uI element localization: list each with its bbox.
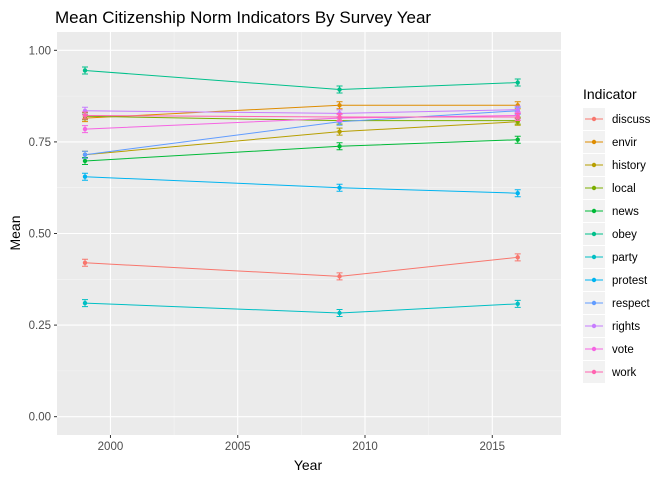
legend-item-obey: obey (583, 223, 637, 245)
x-tick-label: 2010 (352, 441, 378, 453)
legend-item-local: local (583, 177, 636, 199)
legend-label: obey (612, 229, 637, 241)
legend-key-point (591, 369, 597, 375)
legend-key-point (591, 346, 597, 352)
legend-label: protest (612, 275, 648, 287)
data-point-news (515, 137, 520, 142)
legend-label: history (612, 160, 646, 172)
data-point-respect (82, 152, 88, 157)
data-point-news (337, 144, 342, 149)
x-tick-label: 2000 (98, 441, 124, 453)
legend-item-party: party (583, 246, 638, 268)
legend-item-protest: protest (583, 269, 648, 291)
legend-item-respect: respect (583, 292, 651, 314)
legend-item-rights: rights (583, 315, 640, 337)
legend-key-point (591, 277, 597, 283)
data-point-discuss (337, 274, 342, 279)
y-tick-label: 0.25 (29, 320, 51, 332)
legend-key-point (591, 323, 597, 329)
legend-label: local (612, 183, 636, 195)
series-obey (82, 66, 521, 94)
legend-key-point (591, 300, 597, 306)
legend-item-discuss: discuss (583, 108, 651, 130)
legend-key-point (591, 116, 597, 122)
data-point-party (515, 301, 520, 307)
x-tick-label: 2005 (225, 441, 251, 453)
legend-label: envir (612, 137, 637, 149)
legend-title: Indicator (583, 86, 637, 102)
series-work (82, 111, 521, 121)
data-point-obey (337, 87, 342, 92)
y-axis: 0.00 0.25 0.50 0.75 1.00 (29, 45, 57, 424)
data-point-work (515, 114, 520, 120)
data-point-protest (82, 174, 88, 179)
x-tick-label: 2015 (479, 441, 505, 453)
grid-major (57, 32, 561, 435)
y-tick-label: 0.50 (29, 229, 51, 241)
x-axis: 2000 2005 2010 2015 (98, 435, 505, 453)
y-tick-label: 0.75 (29, 137, 51, 149)
data-point-rights (515, 107, 520, 112)
y-axis-title: Mean (7, 215, 23, 250)
series-group (82, 66, 521, 318)
legend-item-work: work (583, 361, 637, 383)
data-point-obey (82, 68, 88, 73)
series-news (82, 135, 521, 165)
data-point-envir (337, 103, 342, 108)
data-point-discuss (515, 255, 520, 260)
data-point-vote (82, 126, 88, 132)
legend-key-point (591, 139, 597, 145)
data-point-history (337, 129, 342, 134)
data-point-protest (515, 191, 520, 196)
series-party (82, 299, 521, 318)
legend-label: work (611, 367, 637, 379)
x-axis-title: Year (294, 457, 323, 473)
legend-label: news (612, 206, 639, 218)
legend-item-news: news (583, 200, 639, 222)
legend-key-point (591, 162, 597, 168)
legend-label: vote (612, 344, 634, 356)
legend-label: party (612, 252, 638, 264)
series-discuss (82, 253, 521, 281)
legend-label: respect (612, 298, 651, 310)
data-point-news (82, 158, 88, 164)
legend-key-point (591, 254, 597, 260)
legend-key-point (591, 185, 597, 191)
y-tick-label: 1.00 (29, 45, 51, 57)
data-point-work (337, 114, 342, 120)
legend-item-vote: vote (583, 338, 634, 360)
legend-label: discuss (612, 114, 651, 126)
data-point-discuss (82, 260, 88, 266)
data-point-protest (337, 185, 342, 190)
y-tick-label: 0.00 (29, 412, 51, 424)
series-protest (82, 172, 521, 198)
legend-key-point (591, 208, 597, 214)
legend: Indicator discuss envir history local news ob… (583, 86, 651, 383)
data-point-party (82, 300, 88, 306)
legend-item-envir: envir (583, 131, 637, 153)
legend-key-point (591, 231, 597, 237)
data-point-work (82, 113, 88, 118)
data-point-party (337, 310, 342, 316)
legend-item-history: history (583, 154, 646, 176)
legend-label: rights (612, 321, 640, 333)
data-point-obey (515, 80, 520, 85)
chart-title: Mean Citizenship Norm Indicators By Surv… (55, 8, 431, 27)
